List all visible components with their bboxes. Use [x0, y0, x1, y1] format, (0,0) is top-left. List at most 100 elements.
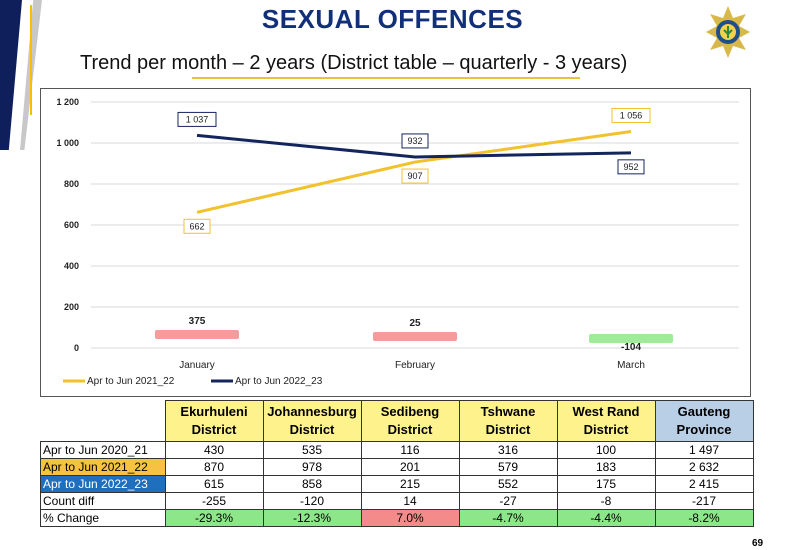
data-label-box: [177, 111, 217, 127]
x-tick-label: March: [617, 360, 645, 371]
line-chart: 0 200 400 600 800 1 000 1 200 January February Ma…: [40, 88, 751, 397]
y-tick-label: 0: [74, 343, 79, 353]
difference-label: 25: [409, 318, 421, 329]
data-label: 1 056: [620, 111, 643, 121]
column-header: Ekurhuleni District: [164, 400, 264, 442]
series-line: [196, 133, 632, 159]
x-tick-label: February: [395, 360, 435, 371]
legend-label: Apr to Jun 2021_22: [87, 376, 175, 387]
column-header-line: District: [387, 422, 433, 437]
table-row: Count diff -255 -120 14 -27 -8 -217: [40, 492, 754, 510]
data-label-box: [617, 159, 645, 175]
table-row: Apr to Jun 2021_22 870 978 201 579 183 2 632: [40, 458, 754, 476]
column-header-line: Ekurhuleni: [180, 404, 248, 419]
table-cell: 175: [556, 475, 656, 493]
data-label: 932: [407, 136, 422, 146]
difference-marker: [155, 330, 239, 339]
table-row: Apr to Jun 2020_21 430 535 116 316 100 1 497: [40, 441, 754, 459]
table-cell: 183: [556, 458, 656, 476]
column-header: Johannesburg District: [262, 400, 362, 442]
table-cell: 100: [556, 441, 656, 459]
column-header-line: District: [583, 422, 629, 437]
column-header-line: Province: [676, 422, 732, 437]
table-cell: 430: [164, 441, 264, 459]
column-header: Tshwane District: [458, 400, 558, 442]
column-header-line: Sedibeng: [380, 404, 440, 419]
table-cell: 1 497: [654, 441, 754, 459]
table-cell: 579: [458, 458, 558, 476]
table-cell: -4.4%: [556, 509, 656, 527]
table-cell: 316: [458, 441, 558, 459]
police-badge-logo: [706, 6, 750, 58]
row-label: Apr to Jun 2020_21: [40, 441, 166, 459]
column-header: Gauteng Province: [654, 400, 754, 442]
y-tick-label: 400: [64, 261, 79, 271]
table-cell: -4.7%: [458, 509, 558, 527]
district-table: Ekurhuleni District Johannesburg District Se…: [40, 400, 754, 527]
page-title: SEXUAL OFFENCES: [261, 4, 524, 34]
table-cell: 552: [458, 475, 558, 493]
column-header-line: Tshwane: [480, 404, 536, 419]
series-line: [196, 130, 632, 214]
table-cell: 7.0%: [360, 509, 460, 527]
column-header: Sedibeng District: [360, 400, 460, 442]
table-cell: 2 415: [654, 475, 754, 493]
column-header-line: District: [485, 422, 531, 437]
table-corner: [40, 400, 165, 442]
table-cell: -12.3%: [262, 509, 362, 527]
difference-label: -104: [621, 342, 641, 353]
data-label-box: [183, 218, 211, 234]
column-header-line: District: [191, 422, 237, 437]
table-cell: 201: [360, 458, 460, 476]
column-header-line: West Rand: [572, 404, 640, 419]
table-row: % Change -29.3% -12.3% 7.0% -4.7% -4.4% -8.2%: [40, 509, 754, 527]
table-cell: 535: [262, 441, 362, 459]
data-label: 952: [623, 162, 638, 172]
column-header: West Rand District: [556, 400, 656, 442]
row-label: Apr to Jun 2022_23: [40, 475, 166, 493]
column-header-line: Johannesburg: [267, 404, 357, 419]
row-label: % Change: [40, 509, 166, 527]
difference-label: 375: [189, 316, 206, 327]
table-cell: 215: [360, 475, 460, 493]
column-header-line: Gauteng: [677, 404, 731, 419]
table-cell: 870: [164, 458, 264, 476]
y-tick-label: 800: [64, 179, 79, 189]
table-cell: 14: [360, 492, 460, 510]
subtitle-underline: [192, 77, 580, 79]
y-tick-label: 1 200: [56, 97, 79, 107]
table-row: Apr to Jun 2022_23 615 858 215 552 175 2 415: [40, 475, 754, 493]
table-cell: -120: [262, 492, 362, 510]
data-label-box: [611, 108, 651, 124]
table-cell: 615: [164, 475, 264, 493]
table-cell: -255: [164, 492, 264, 510]
data-label: 662: [189, 221, 204, 231]
table-cell: -29.3%: [164, 509, 264, 527]
data-label: 1 037: [186, 114, 209, 124]
table-cell: 978: [262, 458, 362, 476]
table-cell: 116: [360, 441, 460, 459]
chart-svg: 0 200 400 600 800 1 000 1 200 January February Ma…: [56, 97, 739, 387]
y-tick-label: 1 000: [56, 138, 79, 148]
row-label: Apr to Jun 2021_22: [40, 458, 166, 476]
difference-marker: [589, 334, 673, 343]
table-cell: 858: [262, 475, 362, 493]
table-cell: -8.2%: [654, 509, 754, 527]
row-label: Count diff: [40, 492, 166, 510]
y-tick-label: 200: [64, 302, 79, 312]
data-label: 907: [407, 171, 422, 181]
data-label-box: [401, 168, 429, 184]
data-label-box: [401, 133, 429, 149]
table-cell: 2 632: [654, 458, 754, 476]
difference-marker: [373, 332, 457, 341]
table-cell: -27: [458, 492, 558, 510]
page-number: 69: [752, 538, 764, 549]
page-subtitle: Trend per month – 2 years (District tabl…: [80, 52, 628, 74]
column-header-line: District: [289, 422, 335, 437]
y-tick-label: 600: [64, 220, 79, 230]
legend-label: Apr to Jun 2022_23: [235, 376, 323, 387]
decor-stripe: [30, 5, 32, 115]
table-cell: -217: [654, 492, 754, 510]
table-cell: -8: [556, 492, 656, 510]
x-tick-label: January: [179, 360, 215, 371]
